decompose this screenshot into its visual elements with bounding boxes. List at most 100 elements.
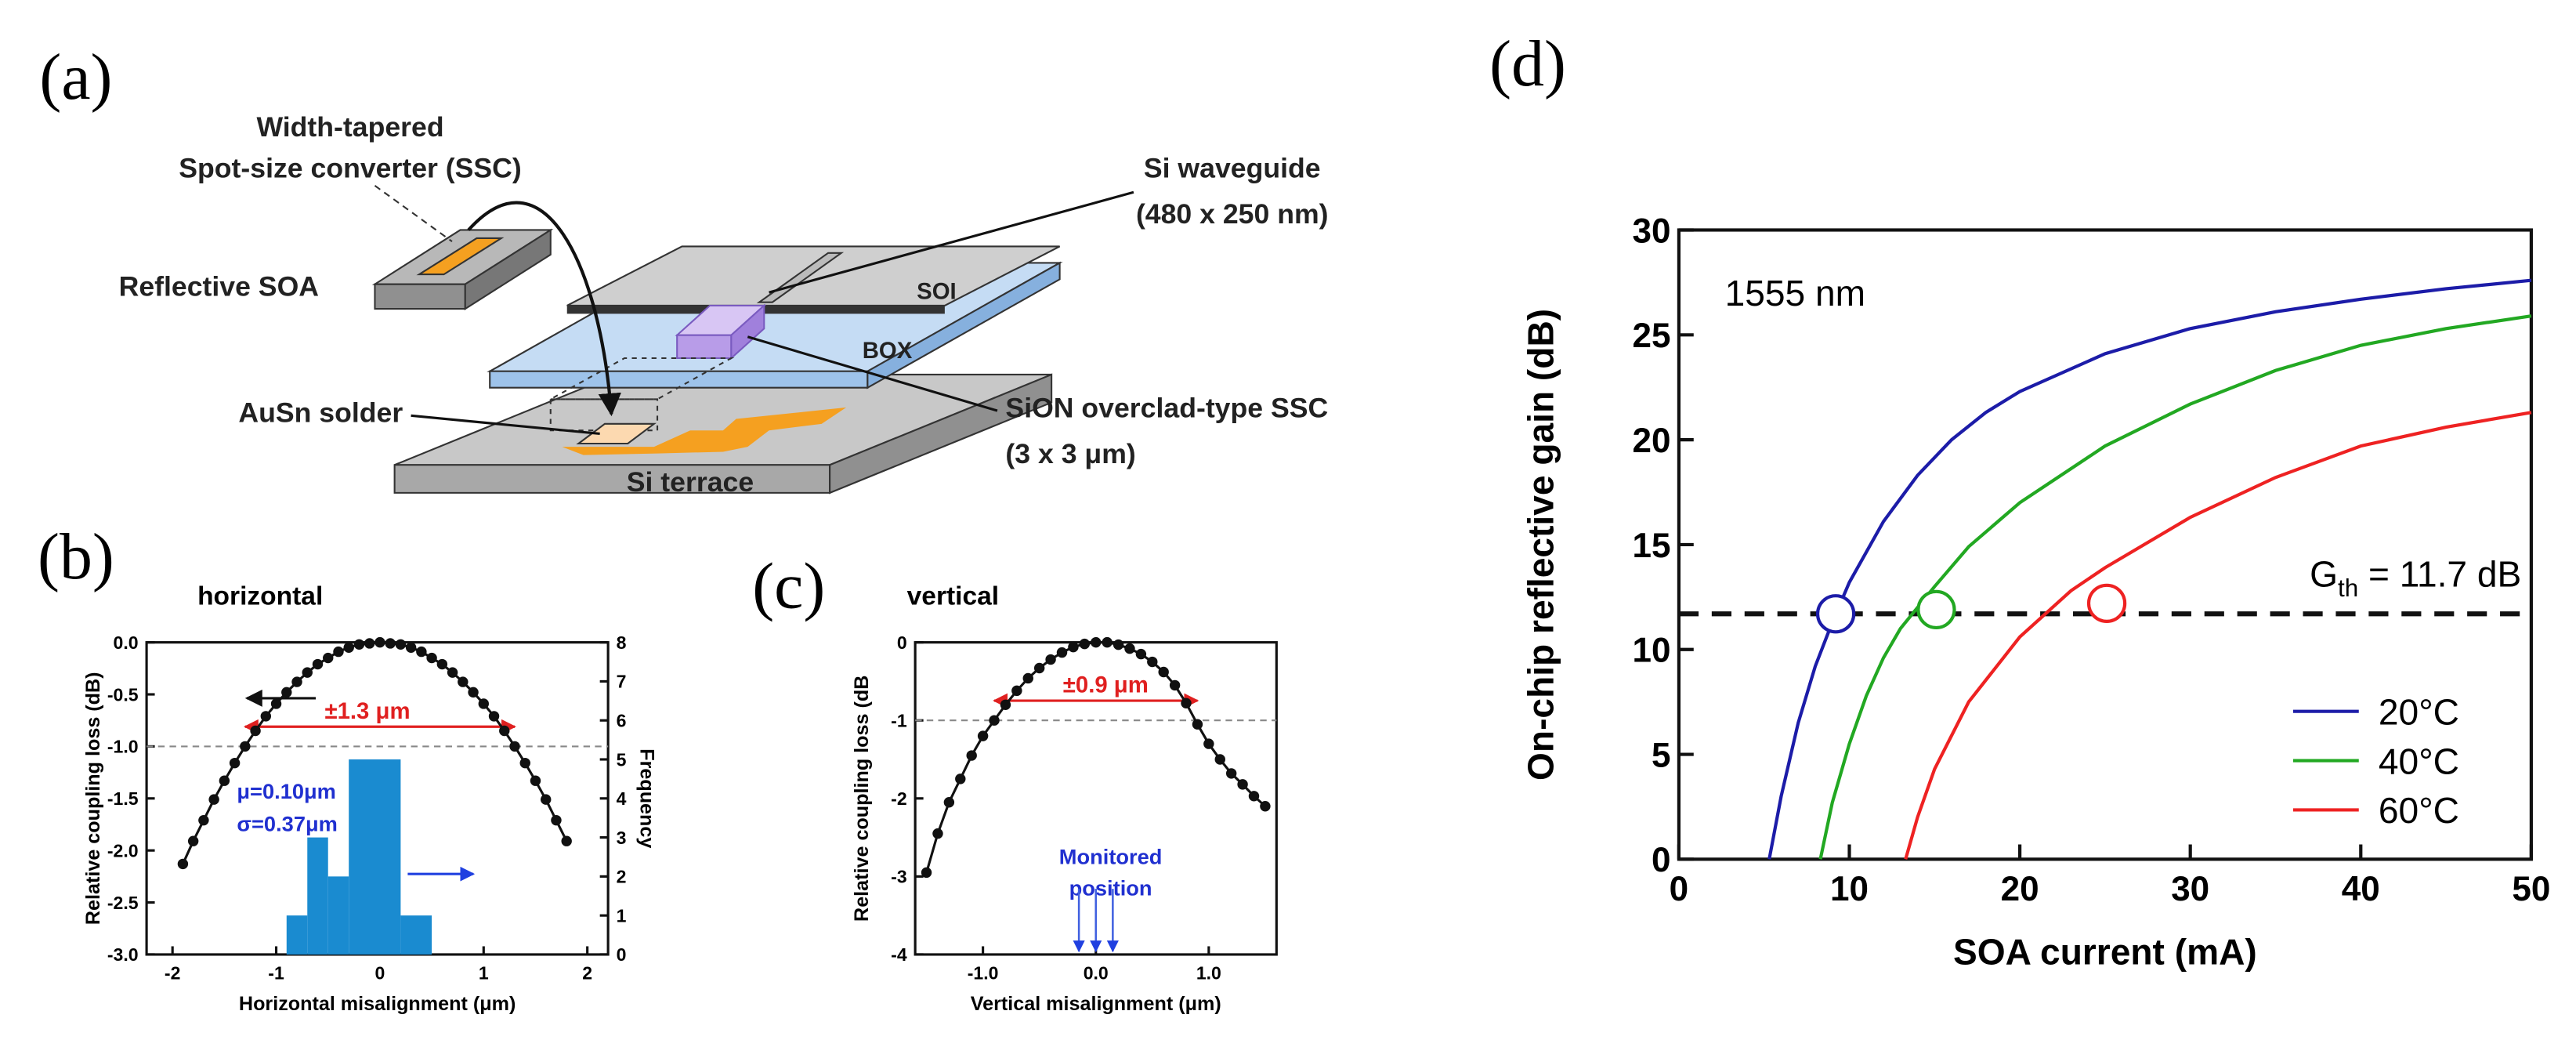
data-point <box>229 757 241 769</box>
soa-front <box>374 283 466 310</box>
diagram-label: Si terrace <box>627 466 754 498</box>
threshold-label: Gth = 11.7 dB <box>2310 553 2521 602</box>
solder-trace <box>562 407 847 455</box>
data-point <box>270 698 282 709</box>
x-axis-label: Horizontal misalignment (μm) <box>239 993 516 1015</box>
data-point <box>551 814 562 826</box>
soa-side <box>464 228 552 311</box>
data-point <box>943 797 955 808</box>
data-point <box>1022 672 1033 684</box>
diagram-label: (3 x 3 μm) <box>1005 438 1135 469</box>
leader <box>411 414 600 435</box>
data-point <box>478 698 490 709</box>
data-point <box>1124 643 1135 654</box>
data-point <box>1237 779 1248 790</box>
data-point <box>395 639 407 650</box>
y2-tick-label: 2 <box>617 867 627 887</box>
data-point <box>416 646 427 658</box>
y-axis-label: Relative coupling loss (dB) <box>82 672 104 925</box>
data-point <box>989 715 1000 726</box>
data-point <box>323 652 334 664</box>
leader <box>769 190 1134 294</box>
data-point <box>509 741 520 752</box>
x-tick-label: -2 <box>165 962 181 983</box>
annotation: 1555 nm <box>1725 273 1865 313</box>
data-point <box>561 835 572 846</box>
y2-tick-label: 6 <box>617 711 627 731</box>
label-part: th <box>2338 574 2358 602</box>
data-point <box>488 711 500 722</box>
leader <box>374 185 453 243</box>
diagram-label: Si waveguide <box>1144 152 1321 183</box>
chart-title: horizontal <box>197 582 323 611</box>
y2-tick-label: 8 <box>617 632 627 653</box>
data-point <box>1000 699 1011 711</box>
data-point <box>250 725 261 737</box>
x-tick-label: 1 <box>479 962 489 983</box>
leader <box>747 335 998 412</box>
data-point <box>519 757 530 769</box>
data-point <box>198 814 209 826</box>
data-point <box>1158 666 1169 678</box>
label-part: = 11.7 dB <box>2358 553 2521 594</box>
diagram-label: Reflective SOA <box>119 270 319 302</box>
ssc-front <box>676 334 733 360</box>
legend-label: 20°C <box>2379 691 2459 732</box>
diagram-label: AuSn solder <box>238 397 403 429</box>
data-point <box>1033 662 1045 674</box>
histogram-bar <box>400 915 432 955</box>
data-point <box>1045 654 1056 665</box>
box-front <box>489 370 869 389</box>
data-point <box>932 828 943 839</box>
x-axis-label: Vertical misalignment (μm) <box>971 993 1221 1015</box>
diagram-label: Spot-size converter (SSC) <box>179 152 522 183</box>
data-point <box>1056 647 1068 658</box>
y-tick-label: 0 <box>1652 841 1670 879</box>
data-point <box>260 711 272 722</box>
span-label: ±0.9 μm <box>1063 672 1149 698</box>
y-tick-label: -1 <box>891 711 907 731</box>
data-point <box>302 667 313 678</box>
x-tick-label: 0 <box>375 962 385 983</box>
data-point <box>1011 685 1022 697</box>
data-point <box>447 667 458 678</box>
x-tick-label: 10 <box>1830 870 1869 908</box>
y-tick-label: -1.5 <box>107 788 139 809</box>
data-point <box>385 638 396 649</box>
y-tick-label: 5 <box>1652 736 1670 774</box>
data-point <box>312 658 324 670</box>
series-line <box>1767 278 2532 860</box>
histogram-bar <box>327 876 349 955</box>
y-tick-label: 10 <box>1632 632 1670 670</box>
data-point <box>1192 719 1203 730</box>
x-tick-label: -1 <box>268 962 284 983</box>
line-chart: 0 10 20 30 40 50 0 5 10 15 20 25 30 SOA current (mA) O… <box>1520 212 2550 972</box>
threshold-marker <box>1916 589 1956 630</box>
ghost-box <box>547 357 735 400</box>
series-line <box>1904 411 2532 860</box>
data-point <box>468 687 479 698</box>
threshold-marker <box>2086 583 2127 624</box>
y-tick-label: 25 <box>1632 317 1670 355</box>
data-point <box>1248 791 1260 802</box>
data-point <box>177 858 189 870</box>
data-point <box>353 639 365 650</box>
y-tick-label: -2.0 <box>107 840 139 861</box>
x-tick-label: 1.0 <box>1196 962 1221 983</box>
y-tick-label: -3.0 <box>107 944 139 965</box>
ghost-box <box>549 398 659 432</box>
data-point <box>977 730 989 741</box>
data-point <box>219 775 230 786</box>
data-point <box>343 642 354 653</box>
data-point <box>955 774 966 784</box>
x-axis-label: SOA current (mA) <box>1953 932 2257 973</box>
y2-tick-label: 3 <box>617 828 627 848</box>
y2-axis-label: Frequency <box>636 748 658 848</box>
y2-tick-label: 4 <box>617 788 627 809</box>
data-point <box>1260 801 1271 812</box>
x-tick-label: 0 <box>1670 870 1688 908</box>
data-point <box>1135 648 1147 660</box>
diagram-label: SiON overclad-type SSC <box>1005 392 1328 423</box>
data-point <box>1113 639 1124 650</box>
